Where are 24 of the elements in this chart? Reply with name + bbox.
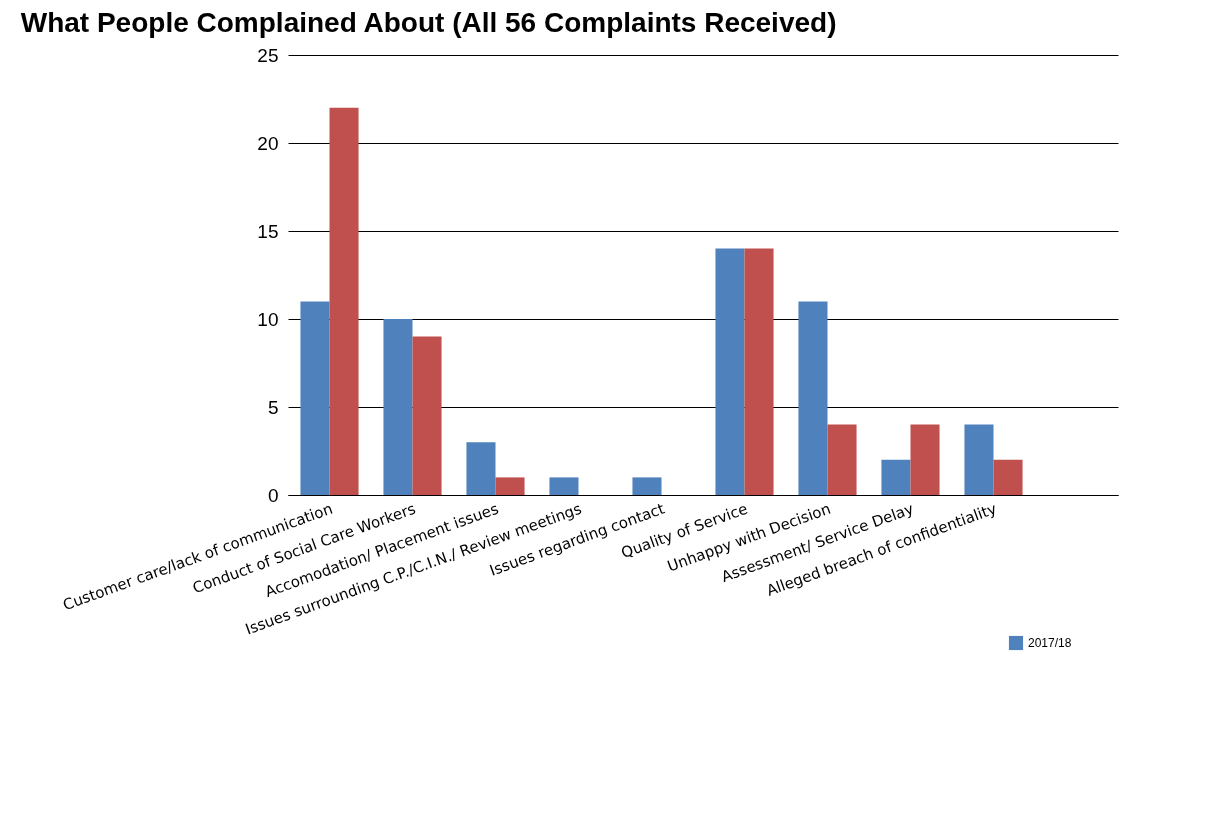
bar	[466, 442, 496, 495]
bar	[798, 301, 828, 495]
bar	[744, 248, 774, 495]
bar	[549, 477, 579, 495]
y-tick-label: 20	[257, 132, 279, 154]
bar	[300, 301, 330, 495]
bar	[881, 459, 911, 495]
y-tick-label: 5	[267, 396, 279, 418]
bar	[993, 459, 1023, 495]
bar	[827, 424, 857, 495]
bar	[412, 336, 442, 495]
y-tick-label: 25	[257, 44, 279, 66]
bar	[910, 424, 940, 495]
bar	[329, 107, 359, 495]
bar	[715, 248, 745, 495]
bar	[632, 477, 662, 495]
chart-title: What People Complained About (All 56 Complaints Received)	[20, 7, 837, 38]
y-tick-label: 0	[267, 484, 279, 506]
legend-label: 2017/18	[1028, 636, 1072, 650]
y-tick-label: 10	[257, 308, 279, 330]
bar	[964, 424, 994, 495]
bar	[495, 477, 525, 495]
bar	[383, 319, 413, 495]
y-tick-label: 15	[257, 220, 279, 242]
